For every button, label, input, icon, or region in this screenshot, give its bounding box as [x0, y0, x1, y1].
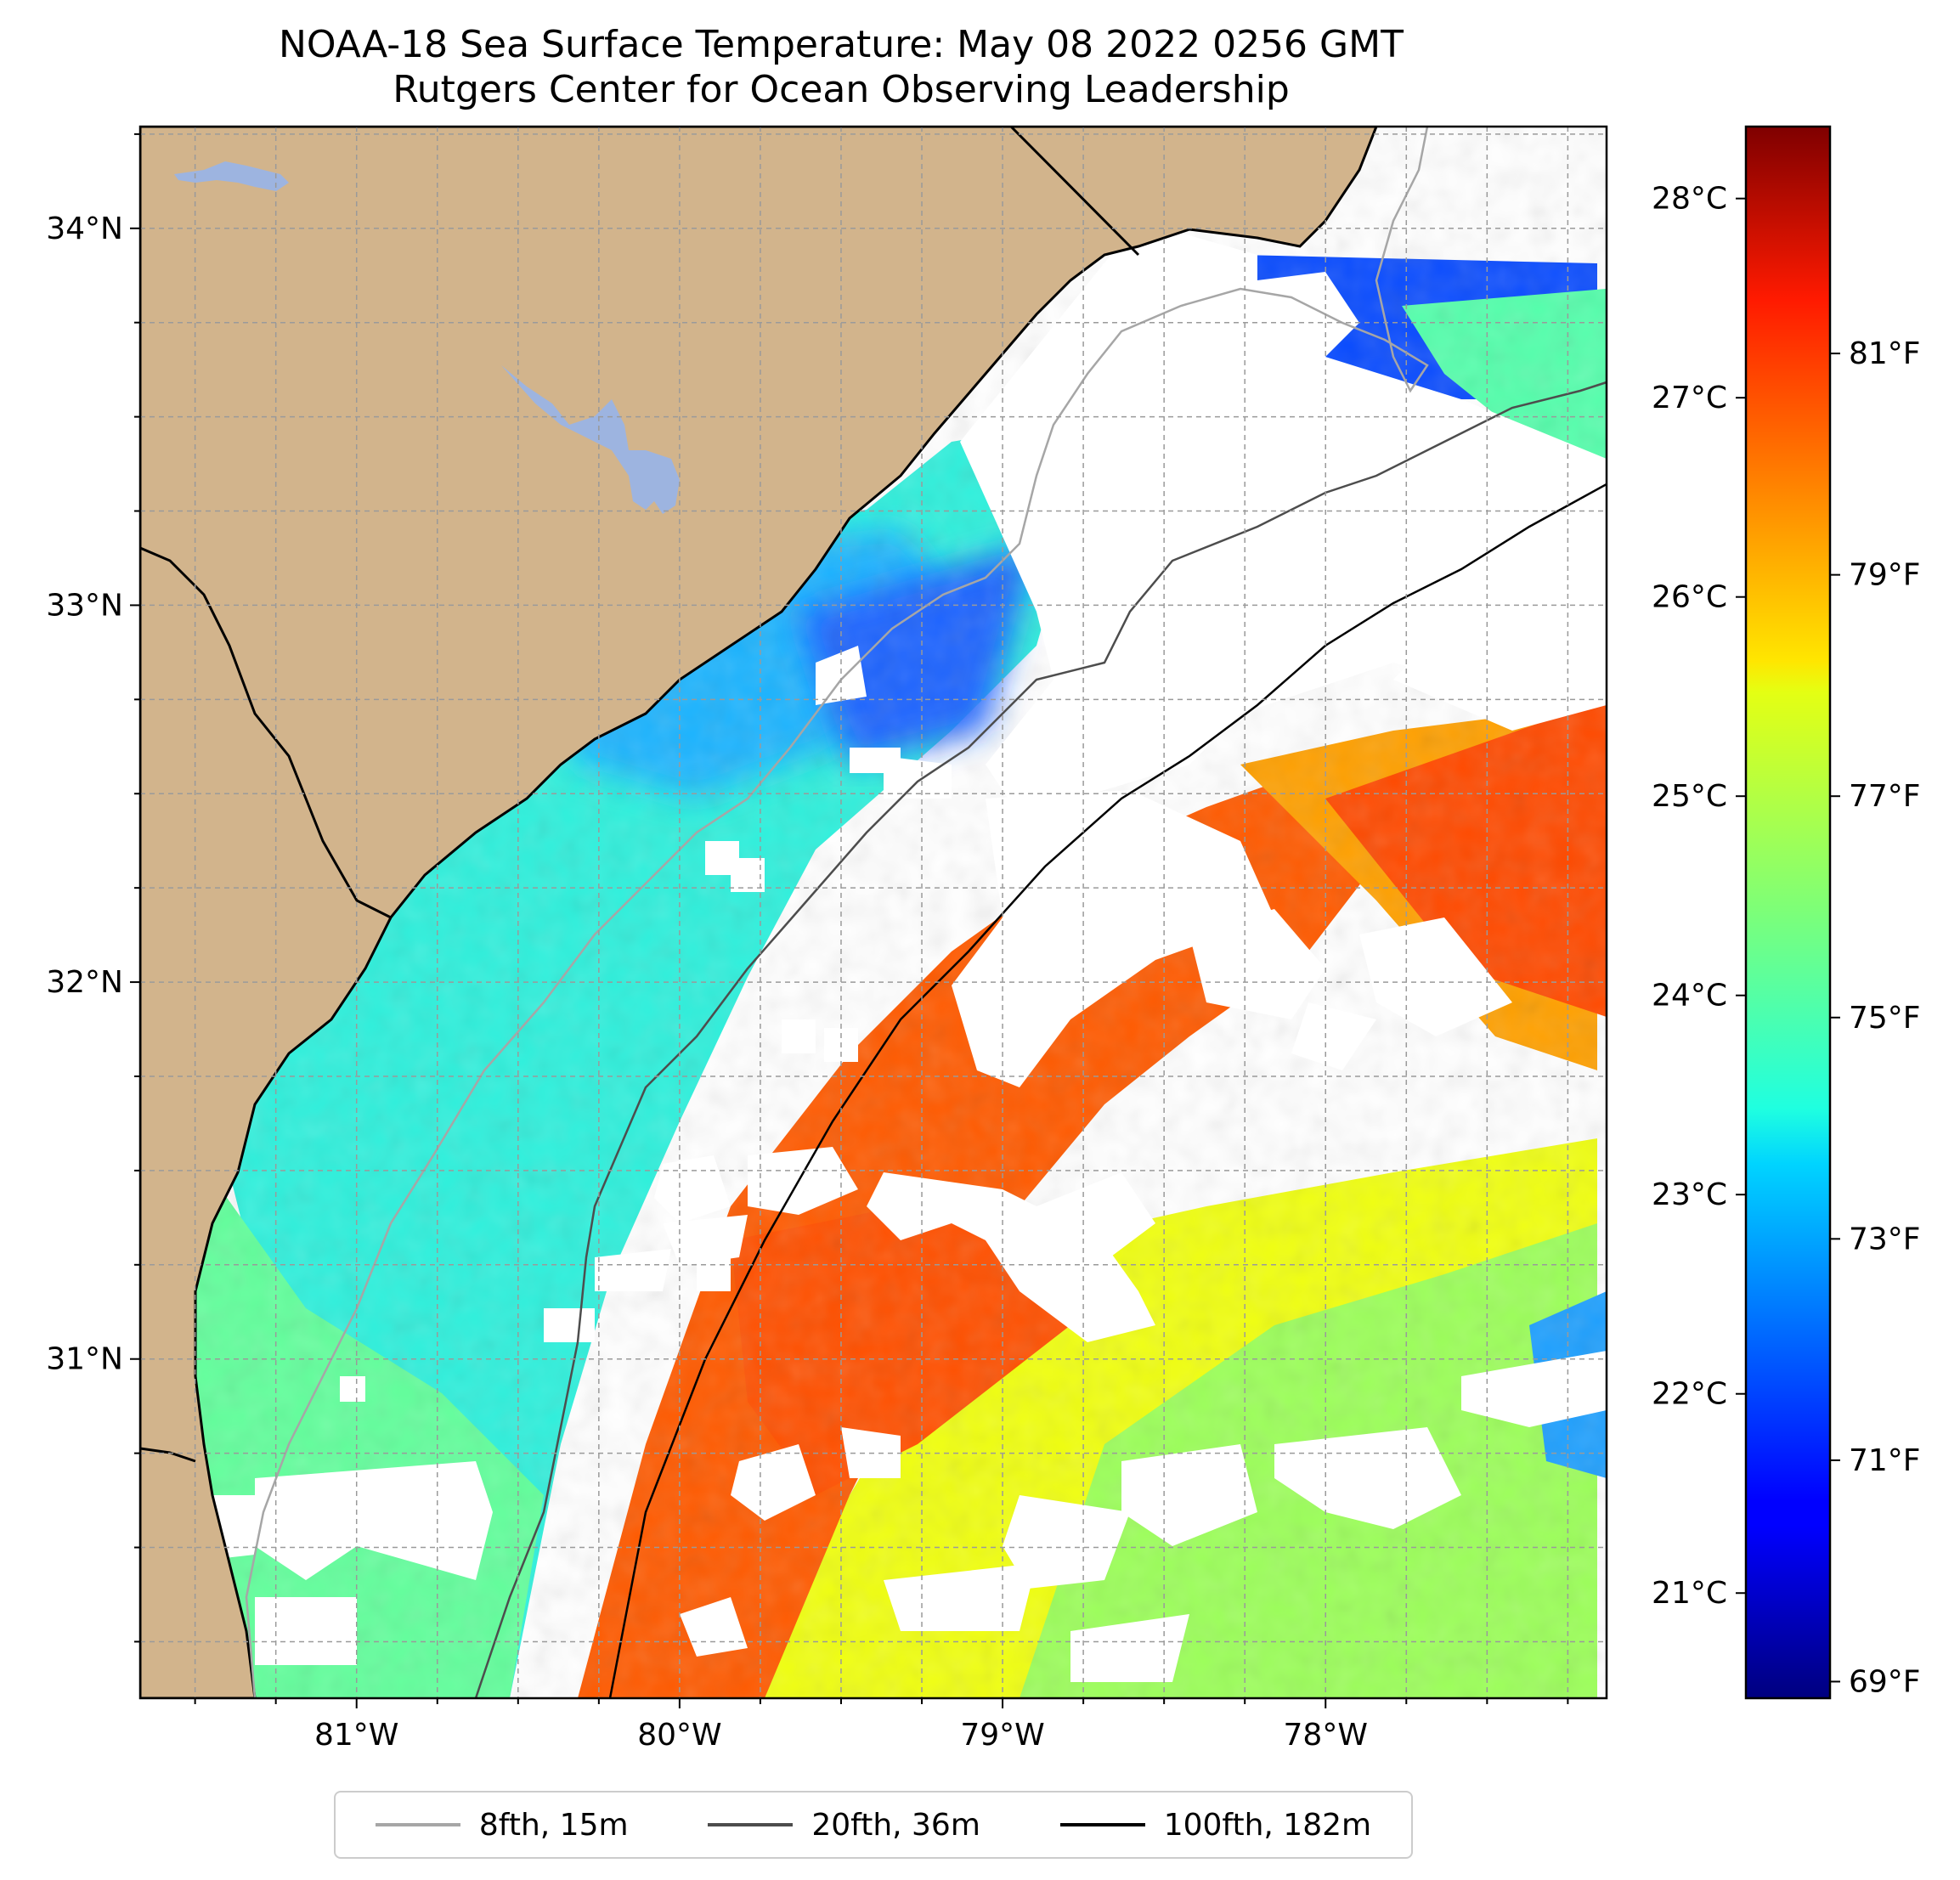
legend-item-100fth: 100fth, 182m [1059, 1807, 1372, 1843]
colorbar [1744, 125, 1832, 1700]
celsius-tick-label: 28°C [1652, 182, 1727, 217]
fahrenheit-tick-label: 77°F [1849, 779, 1921, 814]
isobath-legend: 8fth, 15m 20fth, 36m 100fth, 182m [334, 1791, 1413, 1859]
colorbar-ticks [1736, 197, 1840, 1683]
celsius-tick-label: 24°C [1652, 979, 1727, 1013]
chart-subtitle: Rutgers Center for Ocean Observing Leade… [393, 68, 1290, 111]
map-panel [140, 127, 1607, 1698]
celsius-tick-label: 23°C [1652, 1177, 1727, 1212]
lon-tick-label: 81°W [314, 1718, 398, 1753]
isobath-8fth [245, 127, 1429, 1698]
lon-tick-label: 79°W [960, 1718, 1044, 1753]
lat-tick-label: 31°N [46, 1342, 123, 1377]
celsius-tick-label: 21°C [1652, 1576, 1727, 1611]
legend-line-20fth [708, 1823, 794, 1826]
colorbar-labels: 28°C 27°C 26°C 25°C 24°C 23°C 22°C 21°C … [1652, 182, 1920, 1700]
isobath-20fth [474, 381, 1607, 1698]
celsius-tick-label: 26°C [1652, 580, 1727, 615]
legend-item-20fth: 20fth, 36m [708, 1808, 980, 1843]
savannah-river [140, 546, 392, 919]
legend-label: 8fth, 15m [478, 1807, 629, 1843]
fahrenheit-tick-label: 73°F [1849, 1222, 1921, 1256]
lat-tick-label: 34°N [46, 212, 123, 246]
legend-label: 100fth, 182m [1163, 1807, 1372, 1843]
fahrenheit-tick-label: 81°F [1849, 336, 1921, 371]
chart-title: NOAA-18 Sea Surface Temperature: May 08 … [279, 23, 1404, 66]
fahrenheit-tick-label: 75°F [1849, 1001, 1921, 1036]
celsius-tick-label: 27°C [1652, 381, 1727, 415]
fahrenheit-tick-label: 69°F [1849, 1664, 1921, 1699]
lake-icon [174, 161, 289, 191]
gridlines [140, 127, 1607, 1698]
celsius-tick-label: 22°C [1652, 1377, 1727, 1412]
lat-tick-label: 33°N [46, 588, 123, 623]
land-mass [140, 127, 1378, 1698]
axis-ticks [130, 133, 1569, 1708]
legend-line-8fth [375, 1823, 460, 1826]
lon-tick-label: 78°W [1284, 1718, 1368, 1753]
lake-marion-moultrie-icon [501, 365, 680, 514]
fahrenheit-tick-label: 71°F [1849, 1443, 1921, 1478]
legend-label: 20fth, 36m [811, 1807, 980, 1843]
lat-tick-label: 32°N [46, 965, 123, 1000]
lon-tick-label: 80°W [637, 1718, 721, 1753]
legend-line-100fth [1059, 1823, 1145, 1826]
legend-item-8fth: 8fth, 15m [375, 1807, 629, 1843]
celsius-tick-label: 25°C [1652, 779, 1727, 814]
axis-labels: 34°N 33°N 32°N 31°N 81°W 80°W 79°W 78°W [46, 212, 1368, 1753]
fahrenheit-tick-label: 79°F [1849, 558, 1921, 593]
map-frame [138, 125, 1608, 1700]
state-border [1009, 127, 1140, 257]
